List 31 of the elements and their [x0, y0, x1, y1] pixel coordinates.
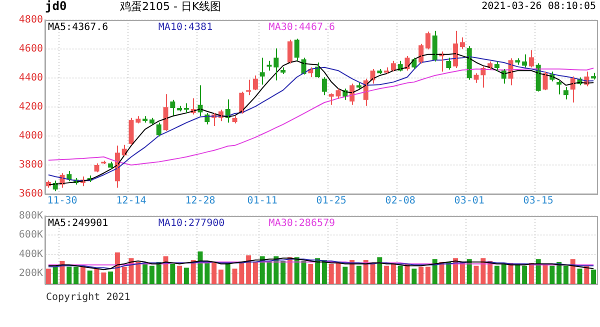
candlestick: [246, 79, 252, 96]
y-tick-label: 3800: [18, 160, 43, 171]
y-tick-label: 4000: [18, 130, 43, 142]
x-tick-label: 12-28: [185, 196, 216, 207]
text: 2021-03-26 08:10:05: [482, 0, 596, 13]
chart-title: 鸡蛋2105 - 日K线图: [120, 0, 222, 13]
x-tick-label: 03-15: [523, 196, 554, 207]
text: MA30:4467.6: [268, 22, 336, 33]
text: jd0: [45, 0, 67, 13]
y-tick-label: 400K: [18, 248, 43, 260]
x-tick-label: 03-01: [454, 196, 484, 207]
y-tick-label: 4400: [18, 72, 43, 84]
text: Copyright 2021: [46, 292, 130, 303]
text: MA5:4367.6: [48, 22, 108, 33]
text: MA30:286579: [268, 218, 336, 229]
x-tick-label: 02-08: [385, 196, 416, 207]
x-tick-label: 01-11: [247, 196, 278, 207]
y-tick-label: 4600: [18, 44, 43, 55]
y-tick-label: 600K: [18, 230, 43, 241]
y-tick-label: 3600: [18, 188, 43, 200]
y-tick-label: 200K: [18, 268, 43, 280]
text: MA5:249901: [48, 218, 108, 229]
text: MA10:277900: [158, 218, 225, 229]
candlestick: [184, 102, 189, 114]
x-tick-label: 01-25: [316, 196, 346, 207]
x-tick-label: 12-14: [116, 196, 146, 207]
y-tick-label: 800K: [18, 210, 43, 222]
y-tick-label: 4800: [18, 14, 43, 26]
text: MA10:4381: [158, 22, 213, 33]
x-tick-label: 11-30: [47, 196, 78, 207]
y-tick-label: 4200: [18, 102, 43, 113]
